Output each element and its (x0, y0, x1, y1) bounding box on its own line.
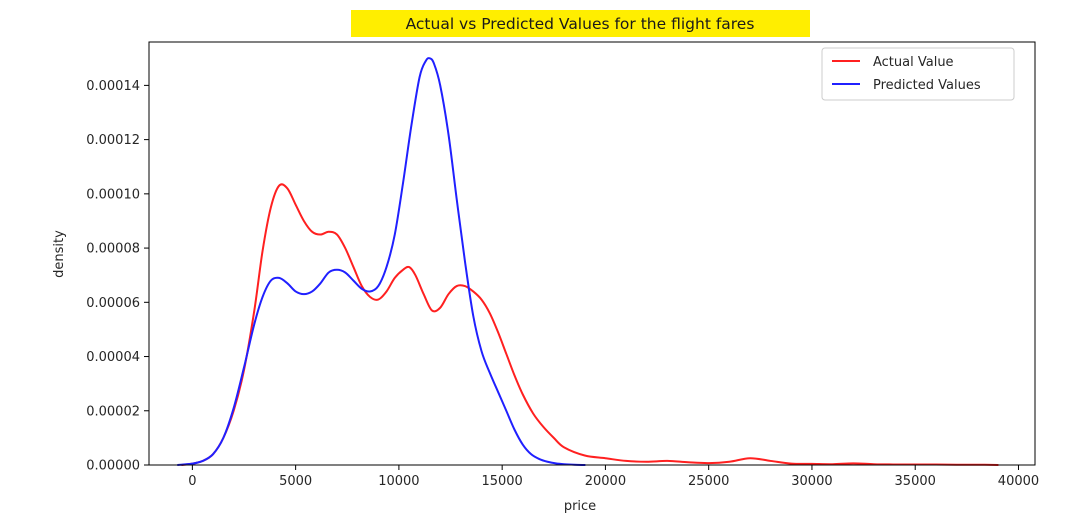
x-tick-label: 20000 (585, 474, 626, 489)
y-tick-label: 0.00000 (86, 459, 140, 474)
series-line-actual (181, 183, 999, 466)
y-axis-ticks: 0.00000 0.00002 0.00004 0.00006 0.00008 0.000… (86, 79, 149, 474)
plot-frame (148, 41, 1036, 466)
legend-label-predicted: Predicted Values (873, 78, 981, 93)
x-tick-label: 35000 (895, 474, 936, 489)
y-tick-label: 0.00012 (86, 133, 140, 148)
legend: Actual Value Predicted Values (821, 47, 1015, 101)
y-tick-label: 0.00010 (86, 187, 140, 202)
chart-title: Actual vs Predicted Values for the fligh… (406, 15, 755, 33)
y-tick-label: 0.00004 (86, 350, 140, 365)
y-axis-label: density (52, 230, 67, 278)
series-layer (176, 57, 999, 466)
x-tick-label: 25000 (688, 474, 729, 489)
series-line-predicted (176, 57, 586, 466)
y-tick-label: 0.00014 (86, 79, 140, 94)
title-background (351, 10, 810, 37)
x-tick-label: 15000 (481, 474, 522, 489)
x-tick-label: 5000 (279, 474, 312, 489)
y-tick-label: 0.00008 (86, 242, 140, 257)
x-tick-label: 0 (188, 474, 196, 489)
x-axis-label: price (564, 499, 596, 514)
legend-label-actual: Actual Value (873, 55, 954, 70)
legend-box (821, 47, 1015, 101)
x-axis-ticks: 0 5000 10000 15000 20000 25000 30000 35000 40000 (188, 465, 1039, 489)
x-tick-label: 30000 (791, 474, 832, 489)
y-tick-label: 0.00002 (86, 404, 140, 419)
x-tick-label: 10000 (378, 474, 419, 489)
y-tick-label: 0.00006 (86, 296, 140, 311)
x-tick-label: 40000 (998, 474, 1039, 489)
